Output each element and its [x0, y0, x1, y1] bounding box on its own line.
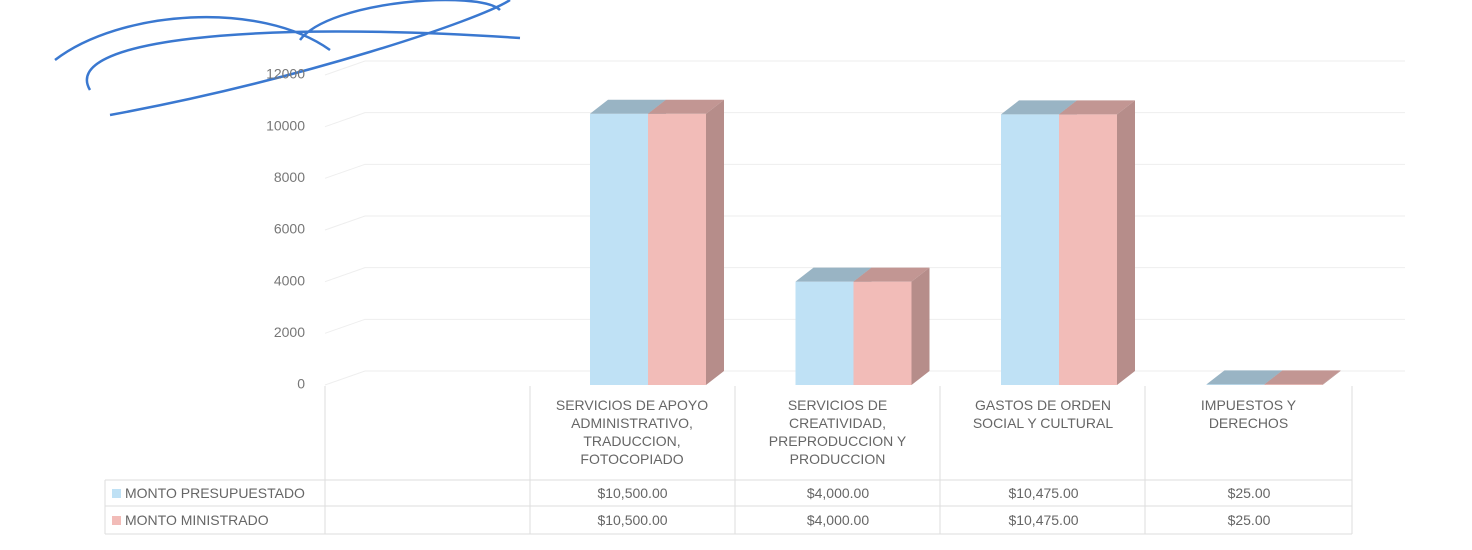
grid-line: [324, 112, 1405, 128]
table-value: $4,000.00: [806, 512, 870, 528]
bar-top: [590, 99, 666, 114]
y-tick-label: 2000: [274, 324, 305, 340]
bar-top: [648, 99, 724, 114]
table-value: $10,500.00: [597, 485, 668, 501]
bar-top: [795, 267, 872, 282]
grid-line: [324, 60, 1405, 76]
table-value: $4,000.00: [806, 485, 870, 501]
bar-side: [1322, 370, 1341, 385]
bar-side: [911, 267, 930, 385]
y-tick-label: 10000: [266, 117, 305, 133]
scribble: [54, 0, 521, 117]
table-value: $10,500.00: [597, 512, 668, 528]
bar-top: [1264, 370, 1341, 385]
grid-line: [324, 215, 1405, 231]
bar-top: [853, 267, 930, 282]
bar-front: [1206, 384, 1265, 385]
table-borders: [104, 386, 1353, 535]
legend-entry: MONTO MINISTRADO: [112, 511, 269, 529]
x-tick-label: IMPUESTOS Y DERECHOS: [1200, 397, 1297, 431]
table-value: $10,475.00: [1008, 512, 1079, 528]
legend-entry: MONTO PRESUPUESTADO: [112, 484, 305, 502]
x-tick-label: SERVICIOS DE CREATIVIDAD, PREPRODUCCION …: [768, 397, 907, 467]
bar-top: [1206, 370, 1283, 385]
bar-front: [853, 281, 912, 385]
bar-side: [706, 99, 724, 385]
bar-front: [648, 113, 706, 385]
bar-front: [590, 113, 648, 385]
table-value: $25.00: [1227, 512, 1271, 528]
y-tick-label: 6000: [274, 221, 305, 237]
bar-top: [1059, 100, 1135, 115]
bar-top: [1001, 100, 1077, 115]
x-tick-label: SERVICIOS DE APOYO ADMINISTRATIVO, TRADU…: [555, 397, 709, 467]
legend-label: MONTO MINISTRADO: [125, 512, 269, 528]
x-tick-label: GASTOS DE ORDEN SOCIAL Y CULTURAL: [972, 397, 1114, 431]
bar-front: [1264, 384, 1323, 385]
y-tick-label: 12000: [266, 66, 305, 82]
grid-line: [324, 163, 1405, 179]
bar-front: [795, 281, 854, 385]
legend-swatch: [112, 516, 121, 525]
bar-front: [1059, 114, 1117, 385]
legend-swatch: [112, 489, 121, 498]
y-tick-label: 8000: [274, 169, 305, 185]
y-tick-label: 0: [297, 376, 305, 392]
bar-side: [1117, 100, 1135, 385]
bar-front: [1001, 114, 1059, 385]
y-tick-label: 4000: [274, 272, 305, 288]
table-value: $25.00: [1227, 485, 1271, 501]
legend-label: MONTO PRESUPUESTADO: [125, 485, 305, 501]
table-value: $10,475.00: [1008, 485, 1079, 501]
